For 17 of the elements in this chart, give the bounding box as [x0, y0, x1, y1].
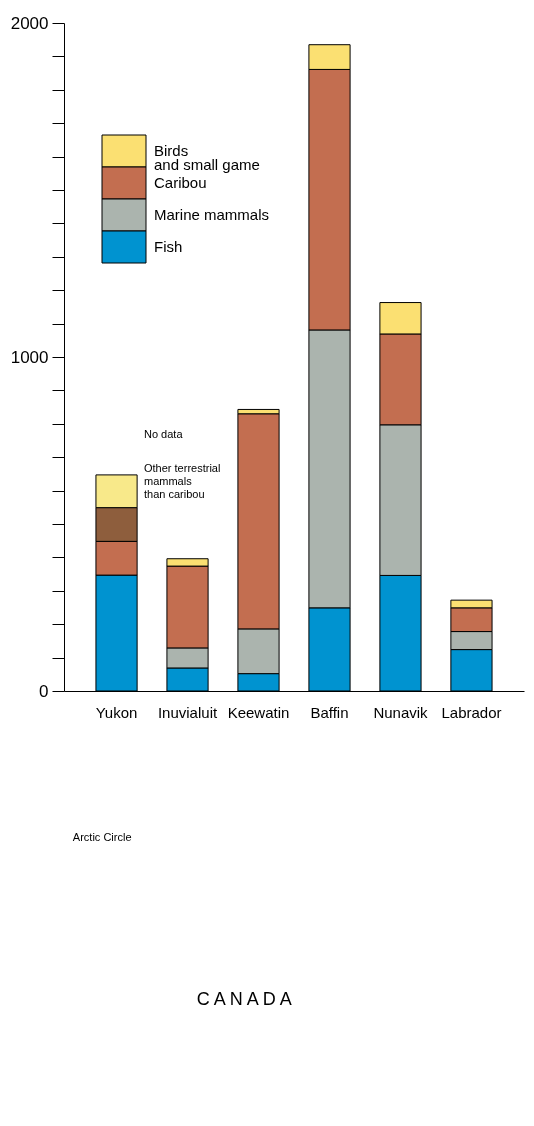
y-tick-label: 1000 — [10, 347, 49, 367]
legend-label: Fish — [154, 238, 183, 255]
text: C A N A D A — [196, 989, 292, 1009]
annotation: No data — [144, 428, 184, 440]
y-tick-label: 2000 — [10, 13, 49, 33]
annotation: Other terrestrial mammals than caribou — [144, 462, 221, 500]
text: Arctic Circle — [72, 831, 132, 843]
legend-label: Marine mammals — [154, 206, 270, 223]
x-tick-label: Yukon — [95, 703, 138, 721]
legend-label: Caribou — [154, 174, 207, 191]
y-tick-label: 0 — [39, 681, 49, 701]
legend-label: Birds and small game — [154, 142, 260, 173]
x-tick-label: Labrador — [441, 703, 502, 721]
x-tick-label: Keewatin — [227, 703, 290, 721]
x-tick-label: Baffin — [310, 703, 349, 721]
x-tick-label: Inuvialuit — [157, 703, 218, 721]
x-tick-label: Nunavik — [373, 703, 429, 721]
